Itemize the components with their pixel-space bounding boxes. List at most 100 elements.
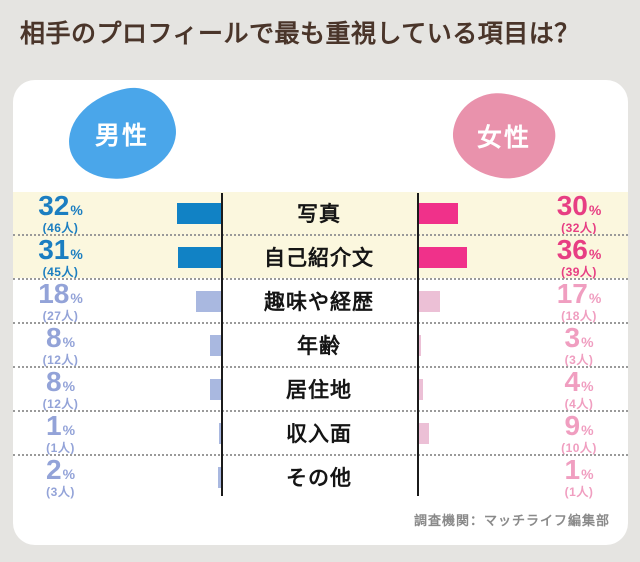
male-bar (176, 202, 221, 224)
female-bar-zone (417, 236, 530, 278)
chart-row: 18% (27人) 趣味や経歴 17% (18人) (13, 278, 628, 322)
category-label: その他 (286, 467, 352, 490)
male-percent-number: 31 (38, 234, 70, 265)
male-bar-zone (108, 456, 221, 498)
female-count: (32人) (561, 221, 597, 235)
female-legend-badge: 女性 (447, 87, 561, 185)
percent-unit: % (581, 466, 594, 482)
percent-unit: % (581, 334, 594, 350)
male-bar-zone (108, 192, 221, 234)
female-bar (417, 246, 467, 268)
female-percent: 3% (530, 324, 628, 352)
percent-unit: % (588, 290, 602, 306)
male-percent-number: 2 (45, 454, 62, 485)
male-count: (27人) (42, 309, 79, 323)
male-bar-zone (108, 236, 221, 278)
female-percent: 4% (530, 368, 628, 396)
chart-row: 8% (12人) 年齢 3% (3人) (13, 322, 628, 366)
male-percent-number: 32 (38, 190, 70, 221)
male-legend-label: 男性 (94, 122, 150, 151)
female-value: 17% (18人) (530, 278, 628, 323)
male-value: 18% (27人) (13, 280, 108, 323)
male-percent: 31% (13, 236, 108, 264)
female-bar-zone (417, 280, 530, 322)
chart-row: 32% (46人) 写真 30% (32人) (13, 192, 628, 234)
male-percent: 8% (13, 324, 108, 352)
percent-unit: % (70, 246, 83, 262)
female-percent-number: 1 (564, 454, 581, 485)
male-bar (178, 246, 221, 268)
female-percent: 1% (530, 456, 628, 484)
female-value: 30% (32人) (530, 192, 628, 235)
female-count: (39人) (561, 265, 597, 279)
category-label: 年齢 (297, 335, 341, 358)
male-percent-number: 8 (45, 366, 62, 397)
male-count: (46人) (42, 221, 79, 235)
chart-rows: 32% (46人) 写真 30% (32人) 31% (45人) 自己紹介文 (13, 192, 628, 499)
female-bar (417, 202, 459, 224)
male-value: 8% (12人) (13, 368, 108, 411)
male-value: 32% (46人) (13, 192, 108, 235)
male-percent-number: 1 (45, 410, 62, 441)
male-percent: 8% (13, 368, 108, 396)
male-count: (3人) (46, 485, 75, 499)
female-value: 3% (3人) (530, 324, 628, 367)
percent-unit: % (581, 422, 594, 438)
male-bar (209, 334, 221, 356)
page-title: 相手のプロフィールで最も重視している項目は？ (20, 20, 580, 48)
female-value: 36% (39人) (530, 236, 628, 279)
female-bar-zone (417, 192, 530, 234)
male-bar-zone (108, 280, 221, 322)
percent-unit: % (62, 422, 76, 438)
male-bar-zone (108, 412, 221, 454)
right-axis-line (417, 193, 419, 496)
male-bar (196, 290, 221, 312)
female-count: (18人) (561, 309, 597, 323)
female-percent-number: 9 (564, 410, 581, 441)
percent-unit: % (62, 466, 76, 482)
male-bar (209, 378, 221, 400)
chart-card: 男性 女性 32% (46人) 写真 30% (32人) (13, 80, 628, 545)
male-bar-zone (108, 368, 221, 410)
chart-row: 1% (1人) 収入面 9% (10人) (13, 410, 628, 454)
female-value: 4% (4人) (530, 368, 628, 411)
female-percent-number: 36 (556, 234, 588, 265)
female-value: 9% (10人) (530, 412, 628, 455)
source-note: 調査機関：マッチライフ編集部 (413, 513, 610, 528)
chart-row: 8% (12人) 居住地 4% (4人) (13, 366, 628, 410)
female-bar-zone (417, 324, 530, 366)
female-bar (417, 290, 441, 312)
female-percent: 30% (530, 192, 628, 220)
category-label: 居住地 (286, 379, 352, 402)
male-value: 1% (1人) (13, 412, 108, 455)
female-percent-number: 3 (564, 322, 581, 353)
category-label: 収入面 (286, 423, 352, 446)
female-count: (4人) (564, 397, 594, 411)
left-axis-line (221, 193, 223, 496)
male-percent-number: 18 (38, 278, 70, 309)
male-bar-zone (108, 324, 221, 366)
butterfly-chart: 32% (46人) 写真 30% (32人) 31% (45人) 自己紹介文 (13, 192, 628, 499)
male-count: (12人) (42, 397, 79, 411)
male-percent-number: 8 (45, 322, 62, 353)
male-percent: 32% (13, 192, 108, 220)
female-percent-number: 30 (556, 190, 588, 221)
male-count: (45人) (42, 265, 79, 279)
female-percent: 9% (530, 412, 628, 440)
category-label: 写真 (297, 203, 341, 226)
male-percent: 1% (13, 412, 108, 440)
female-percent: 36% (530, 236, 628, 264)
male-bar (219, 422, 221, 444)
percent-unit: % (62, 334, 76, 350)
male-percent: 18% (13, 280, 108, 308)
male-value: 8% (12人) (13, 324, 108, 367)
female-count: (10人) (561, 441, 597, 455)
female-count: (3人) (564, 353, 594, 367)
chart-row: 31% (45人) 自己紹介文 36% (39人) (13, 234, 628, 278)
percent-unit: % (62, 378, 76, 394)
female-count: (1人) (564, 485, 594, 499)
percent-unit: % (588, 246, 602, 262)
female-percent-number: 17 (556, 278, 588, 309)
female-legend-label: 女性 (476, 123, 532, 152)
female-bar-zone (417, 456, 530, 498)
